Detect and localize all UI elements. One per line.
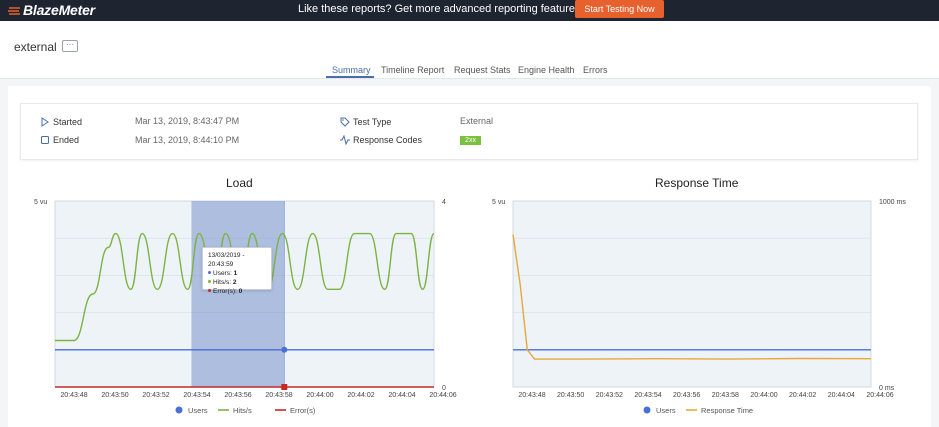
errors-dot-icon xyxy=(208,289,211,292)
x-tick-label: 20:44:06 xyxy=(866,392,893,399)
tooltip-errors-label: Error(s): xyxy=(213,288,237,295)
tooltip-users-label: Users: xyxy=(213,270,232,277)
tooltip-errors-row: Error(s): 0 xyxy=(208,287,266,296)
x-tick-label: 20:44:02 xyxy=(789,392,816,399)
tooltip-hits-row: Hits/s: 2 xyxy=(208,278,266,287)
y-right-top-label: 4 xyxy=(442,199,446,206)
y-left-top-label: 5 vu xyxy=(34,199,47,206)
tab-summary[interactable]: Summary xyxy=(332,65,371,75)
x-tick-label: 20:43:48 xyxy=(60,392,87,399)
series-line-response-time xyxy=(512,234,872,360)
test-type-label: Test Type xyxy=(353,117,392,127)
tooltip-users-row: Users: 1 xyxy=(208,269,266,278)
x-tick-label: 20:44:00 xyxy=(306,392,333,399)
x-tick-label: 20:44:04 xyxy=(388,392,415,399)
tab-timeline-report[interactable]: Timeline Report xyxy=(381,65,445,75)
response-codes-label: Response Codes xyxy=(353,135,423,145)
load-chart-tooltip: 13/03/2019 - 20:43:59 Users: 1 Hits/s: 2… xyxy=(202,247,272,295)
highlight-range xyxy=(191,201,285,387)
test-info-card xyxy=(20,103,918,160)
report-tabs: Summary Timeline Report Request Stats En… xyxy=(0,65,939,79)
legend-label: Response Time xyxy=(701,406,753,415)
pulse-icon xyxy=(340,135,350,145)
tooltip-users-value: 1 xyxy=(233,270,238,277)
users-marker xyxy=(281,346,288,353)
report-title: external xyxy=(14,40,57,54)
x-tick-label: 20:43:54 xyxy=(183,392,210,399)
response-code-badge: 2xx xyxy=(460,136,481,145)
ended-value: Mar 13, 2019, 8:44:10 PM xyxy=(135,135,240,145)
plot-area xyxy=(54,200,435,388)
y-left-top-label: 5 vu xyxy=(492,199,505,206)
report-header: external ··· xyxy=(0,21,939,79)
y-right-bottom-label: 0 xyxy=(442,385,446,392)
active-tab-indicator xyxy=(326,76,374,78)
more-options-button[interactable]: ··· xyxy=(62,40,78,52)
x-tick-label: 20:43:48 xyxy=(518,392,545,399)
y-right-bottom-label: 0 ms xyxy=(879,385,895,392)
x-tick-label: 20:44:06 xyxy=(429,392,456,399)
x-tick-label: 20:43:56 xyxy=(673,392,700,399)
users-dot-icon xyxy=(208,271,211,274)
x-tick-label: 20:43:58 xyxy=(265,392,292,399)
x-tick-label: 20:43:54 xyxy=(634,392,661,399)
response-time-chart[interactable]: 5 vu 1000 ms 0 ms 20:43:48 20:43:50 20:43:52 2… xyxy=(492,199,906,415)
legend-label: Hits/s xyxy=(233,406,252,415)
x-tick-label: 20:43:58 xyxy=(712,392,739,399)
error-marker xyxy=(281,384,288,390)
top-banner: BlazeMeter Like these reports? Get more … xyxy=(0,0,939,21)
legend-users-dot-icon xyxy=(175,406,183,414)
x-tick-label: 20:44:02 xyxy=(347,392,374,399)
tooltip-errors-value: 0 xyxy=(238,288,243,295)
tag-icon xyxy=(340,117,350,127)
blazemeter-logo-icon xyxy=(8,7,20,15)
plot-area xyxy=(512,200,872,388)
tab-engine-health[interactable]: Engine Health xyxy=(518,65,575,75)
x-tick-label: 20:43:50 xyxy=(557,392,584,399)
x-tick-label: 20:43:52 xyxy=(142,392,169,399)
tooltip-hits-value: 2 xyxy=(232,279,237,286)
brand-name: BlazeMeter xyxy=(23,2,95,18)
tooltip-hits-label: Hits/s: xyxy=(213,279,232,286)
play-icon xyxy=(41,117,49,127)
tab-errors[interactable]: Errors xyxy=(583,65,608,75)
legend-label: Users xyxy=(656,406,676,415)
started-label: Started xyxy=(53,117,83,127)
test-type-value: External xyxy=(460,116,494,126)
tab-request-stats[interactable]: Request Stats xyxy=(454,65,511,75)
hits-dot-icon xyxy=(208,280,211,283)
x-tick-label: 20:43:50 xyxy=(101,392,128,399)
legend-label: Users xyxy=(188,406,208,415)
stop-icon xyxy=(41,136,49,144)
started-value: Mar 13, 2019, 8:43:47 PM xyxy=(135,116,240,126)
tooltip-title: 13/03/2019 - 20:43:59 xyxy=(208,252,245,268)
legend-label: Error(s) xyxy=(290,406,316,415)
legend-users-dot-icon xyxy=(643,406,651,414)
x-tick-label: 20:44:00 xyxy=(750,392,777,399)
blazemeter-logo[interactable]: BlazeMeter xyxy=(8,2,95,18)
y-right-top-label: 1000 ms xyxy=(879,199,906,206)
x-tick-label: 20:43:52 xyxy=(596,392,623,399)
start-testing-button[interactable]: Start Testing Now xyxy=(575,0,664,18)
ended-label: Ended xyxy=(53,135,80,145)
load-chart-title: Load xyxy=(226,176,253,190)
x-tick-label: 20:44:04 xyxy=(828,392,855,399)
response-time-chart-title: Response Time xyxy=(655,176,739,190)
promo-text: Like these reports? Get more advanced re… xyxy=(298,3,581,15)
x-tick-label: 20:43:56 xyxy=(224,392,251,399)
